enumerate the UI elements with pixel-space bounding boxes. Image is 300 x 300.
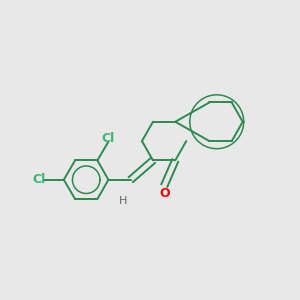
Text: O: O [159,188,169,200]
Text: Cl: Cl [32,173,45,186]
Text: H: H [119,196,128,206]
Text: Cl: Cl [102,132,115,145]
